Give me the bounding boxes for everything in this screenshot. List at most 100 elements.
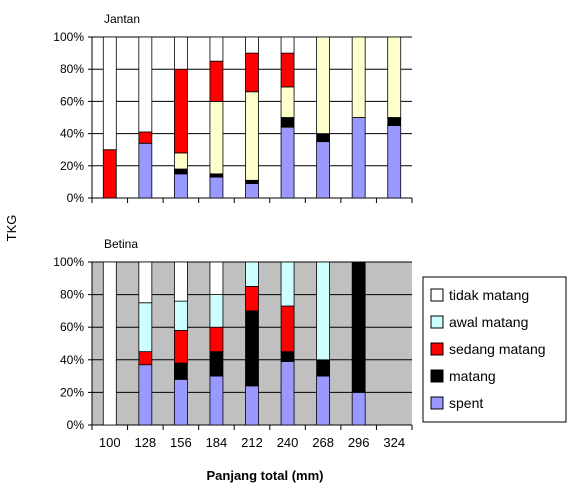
bar-segment-sedang-matang bbox=[173, 68, 188, 154]
bar-segment-sedang-matang bbox=[245, 286, 259, 312]
legend-box bbox=[422, 276, 567, 423]
bar-segment-awal-matang bbox=[245, 91, 259, 181]
legend-label: spent bbox=[449, 395, 483, 411]
legend-label: sedang matang bbox=[449, 341, 546, 357]
chart-title: Jantan bbox=[104, 12, 140, 26]
bar-segment-awal-matang bbox=[280, 86, 295, 118]
bar-segment-spent bbox=[316, 141, 331, 199]
chart-betina: Betina 0% 20% 40% 60% 80% 100% 100 128 156 184 212 2… bbox=[53, 237, 413, 450]
bar-segment-sedang-matang bbox=[138, 131, 153, 144]
bar-segment-spent bbox=[280, 361, 295, 426]
bar-segment-matang bbox=[209, 351, 224, 377]
legend-swatch bbox=[430, 288, 444, 302]
bar-segment-tidak-matang bbox=[138, 36, 153, 133]
shared-y-axis-label: TKG bbox=[4, 215, 19, 242]
legend-label: tidak matang bbox=[449, 287, 529, 303]
bar-segment-awal-matang bbox=[173, 152, 188, 170]
x-tick-label: 100 bbox=[99, 435, 121, 450]
bar-segment-spent bbox=[245, 183, 259, 199]
bar-segment-spent bbox=[245, 385, 259, 426]
y-tick-label: 0% bbox=[67, 418, 85, 432]
bar-segment-matang bbox=[387, 117, 402, 126]
bar-segment-spent bbox=[138, 142, 153, 199]
bar-segment-matang bbox=[209, 173, 224, 178]
bar-segment-awal-matang bbox=[209, 101, 224, 175]
bar-segment-tidak-matang bbox=[102, 36, 117, 151]
legend-label: awal matang bbox=[449, 314, 528, 330]
bar-segment-sedang-matang bbox=[280, 52, 295, 88]
bar-segment-spent bbox=[351, 391, 366, 426]
bar-segment-spent bbox=[209, 375, 224, 426]
x-tick-label: 184 bbox=[206, 435, 228, 450]
legend-swatch bbox=[430, 315, 444, 329]
x-tick-label: 240 bbox=[277, 435, 299, 450]
bar-segment-awal-matang bbox=[245, 261, 259, 287]
bar-segment-sedang-matang bbox=[209, 326, 224, 353]
bar-segment-tidak-matang bbox=[138, 261, 153, 304]
bar-segment-awal-matang bbox=[316, 261, 331, 361]
bar-segment-matang bbox=[316, 133, 331, 143]
bar-segment-spent bbox=[209, 176, 224, 199]
bar-segment-awal-matang bbox=[387, 36, 402, 118]
bar-segment-matang bbox=[351, 261, 366, 393]
bar-segment-sedang-matang bbox=[173, 330, 188, 364]
bar-segment-matang bbox=[280, 351, 295, 362]
bar-segment-spent bbox=[173, 173, 188, 199]
y-tick-label: 80% bbox=[60, 288, 84, 302]
bar-segment-matang bbox=[173, 168, 188, 175]
y-tick-label: 80% bbox=[60, 62, 84, 76]
y-tick-label: 20% bbox=[60, 385, 84, 399]
x-tick-label: 296 bbox=[348, 435, 370, 450]
legend-label: matang bbox=[449, 368, 496, 384]
y-tick-label: 100% bbox=[53, 255, 84, 269]
bar-segment-awal-matang bbox=[209, 294, 224, 328]
bar-segment-tidak-matang bbox=[245, 36, 259, 54]
x-tick-label: 156 bbox=[170, 435, 192, 450]
bar-segment-matang bbox=[280, 117, 295, 128]
chart-title: Betina bbox=[104, 237, 138, 251]
y-tick-label: 40% bbox=[60, 353, 84, 367]
bar-segment-tidak-matang bbox=[102, 261, 117, 426]
y-tick-label: 40% bbox=[60, 127, 84, 141]
bar-segment-tidak-matang bbox=[209, 261, 224, 295]
bar-segment-spent bbox=[316, 375, 331, 426]
bar-segment-tidak-matang bbox=[209, 36, 224, 62]
bar-segment-matang bbox=[316, 359, 331, 377]
bar-segment-spent bbox=[351, 117, 366, 199]
bar-segment-spent bbox=[173, 378, 188, 426]
bar-segment-awal-matang bbox=[280, 261, 295, 307]
x-tick-label: 268 bbox=[312, 435, 334, 450]
y-tick-label: 60% bbox=[60, 320, 84, 334]
x-tick-label: 212 bbox=[241, 435, 263, 450]
bar-segment-matang bbox=[245, 310, 259, 387]
bar-segment-sedang-matang bbox=[102, 149, 117, 199]
bar-segment-tidak-matang bbox=[173, 36, 188, 70]
bar-segment-awal-matang bbox=[351, 36, 366, 118]
bar-segment-matang bbox=[173, 362, 188, 380]
bar-segment-sedang-matang bbox=[138, 351, 153, 366]
bar-segment-spent bbox=[280, 126, 295, 199]
y-tick-label: 60% bbox=[60, 94, 84, 108]
legend-swatch bbox=[430, 342, 444, 356]
y-tick-label: 100% bbox=[53, 30, 84, 44]
bar-segment-awal-matang bbox=[173, 300, 188, 331]
chart-jantan: Jantan 0% 20% 40% 60% 80% 100% bbox=[53, 12, 413, 205]
legend-swatch bbox=[430, 369, 444, 383]
legend: tidak matang awal matang sedang matang mata… bbox=[422, 276, 567, 423]
bar-segment-spent bbox=[138, 364, 153, 426]
bar-segment-matang bbox=[245, 179, 259, 184]
bar-segment-tidak-matang bbox=[173, 261, 188, 302]
bar-segment-spent bbox=[387, 125, 402, 199]
bar-segment-sedang-matang bbox=[245, 52, 259, 93]
y-tick-label: 20% bbox=[60, 159, 84, 173]
bar-segment-awal-matang bbox=[316, 36, 331, 134]
bar-segment-tidak-matang bbox=[280, 36, 295, 54]
legend-swatch bbox=[430, 396, 444, 410]
x-tick-label: 324 bbox=[383, 435, 405, 450]
bar-segment-sedang-matang bbox=[280, 305, 295, 353]
y-tick-label: 0% bbox=[67, 191, 85, 205]
shared-x-axis-label: Panjang total (mm) bbox=[206, 468, 323, 483]
bar-segment-awal-matang bbox=[138, 302, 153, 353]
bar-segment-sedang-matang bbox=[209, 60, 224, 102]
